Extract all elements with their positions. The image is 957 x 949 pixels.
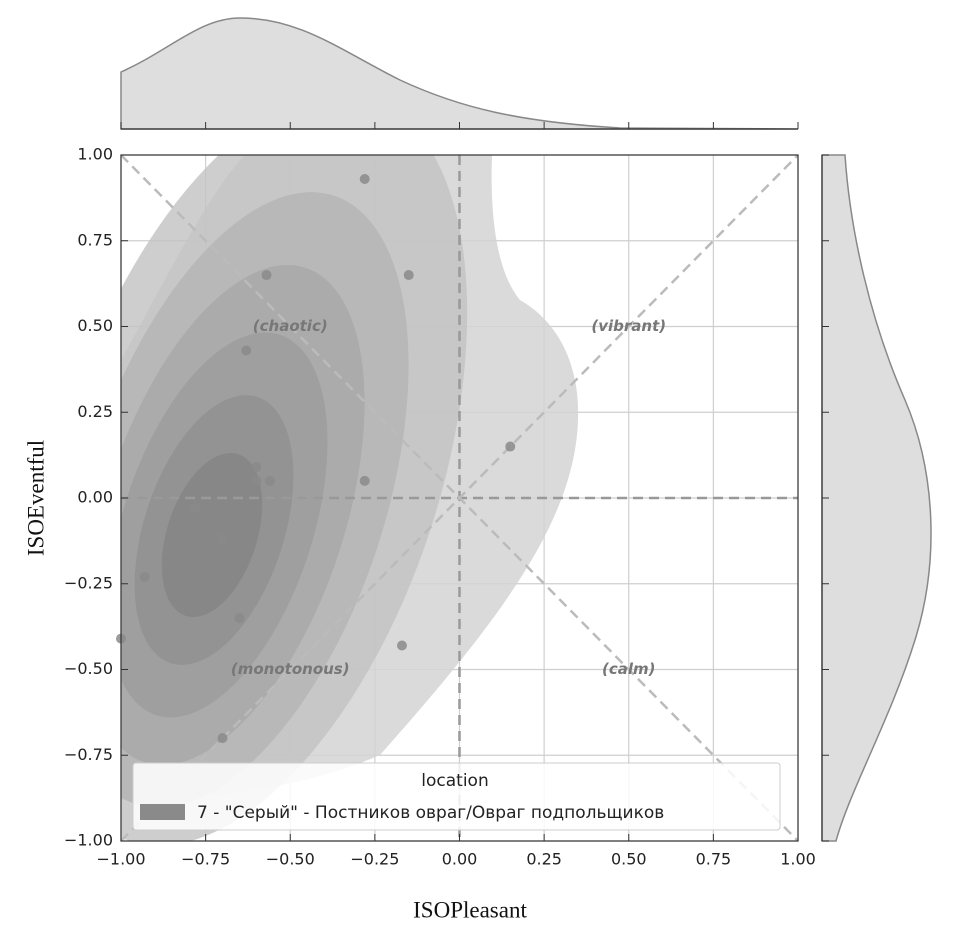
point bbox=[403, 270, 414, 281]
y-tick-label: 1.00 bbox=[77, 145, 113, 164]
y-tick-label: −1.00 bbox=[64, 831, 113, 850]
point bbox=[190, 503, 201, 514]
y-tick-label: 0.25 bbox=[77, 402, 113, 421]
point bbox=[264, 475, 275, 486]
y-axis-label: ISOEventful bbox=[23, 440, 48, 556]
y-tick-label: 0.75 bbox=[77, 230, 113, 249]
points bbox=[116, 174, 516, 744]
point bbox=[251, 462, 262, 473]
point bbox=[241, 345, 252, 356]
point bbox=[217, 534, 228, 545]
reference-lines: (chaotic) (vibrant) (monotonous) (calm) bbox=[120, 154, 799, 842]
x-tick-label: −0.50 bbox=[266, 850, 315, 869]
x-tick-label: −0.75 bbox=[181, 850, 230, 869]
point bbox=[139, 571, 150, 582]
quadrant-label: (calm) bbox=[602, 660, 656, 678]
y-tick-label: 0.00 bbox=[77, 488, 113, 507]
legend-swatch bbox=[140, 804, 185, 820]
point bbox=[359, 475, 370, 486]
y-tick-label: 0.50 bbox=[77, 316, 113, 335]
contour bbox=[161, 452, 263, 618]
y-tick-label: −0.25 bbox=[64, 573, 113, 592]
legend-box bbox=[132, 762, 781, 831]
quadrant-label: (vibrant) bbox=[591, 317, 666, 335]
point bbox=[217, 733, 228, 744]
ticks: −1.00 −0.75 −0.50 −0.25 0.00 0.25 0.50 0.75 1.00… bbox=[64, 122, 829, 869]
right-marginal-density bbox=[821, 154, 932, 842]
x-tick-label: 0.75 bbox=[696, 850, 732, 869]
quadrant-label: (monotonous) bbox=[231, 660, 350, 678]
y-tick-label: −0.50 bbox=[64, 659, 113, 678]
legend: location 7 - "Серый" - Постников овраг/О… bbox=[132, 762, 781, 831]
point bbox=[251, 475, 262, 486]
point bbox=[505, 441, 516, 452]
x-tick-label: 0.00 bbox=[442, 850, 478, 869]
top-marginal-density bbox=[120, 17, 799, 130]
point bbox=[359, 174, 370, 185]
quadrant-label: (chaotic) bbox=[253, 317, 328, 335]
legend-title: location bbox=[421, 771, 488, 791]
x-axis-label: ISOPleasant bbox=[413, 897, 527, 922]
point bbox=[261, 270, 272, 281]
point bbox=[234, 613, 245, 624]
point bbox=[396, 640, 407, 651]
x-tick-label: −1.00 bbox=[96, 850, 145, 869]
x-tick-label: 0.25 bbox=[526, 850, 562, 869]
legend-label: 7 - "Серый" - Постников овраг/Овраг подп… bbox=[197, 803, 664, 823]
density-contours bbox=[121, 155, 579, 841]
x-tick-label: 1.00 bbox=[780, 850, 816, 869]
x-tick-label: −0.25 bbox=[350, 850, 399, 869]
diagonal-line bbox=[120, 154, 799, 842]
y-tick-label: −0.75 bbox=[64, 745, 113, 764]
x-tick-label: 0.50 bbox=[611, 850, 647, 869]
